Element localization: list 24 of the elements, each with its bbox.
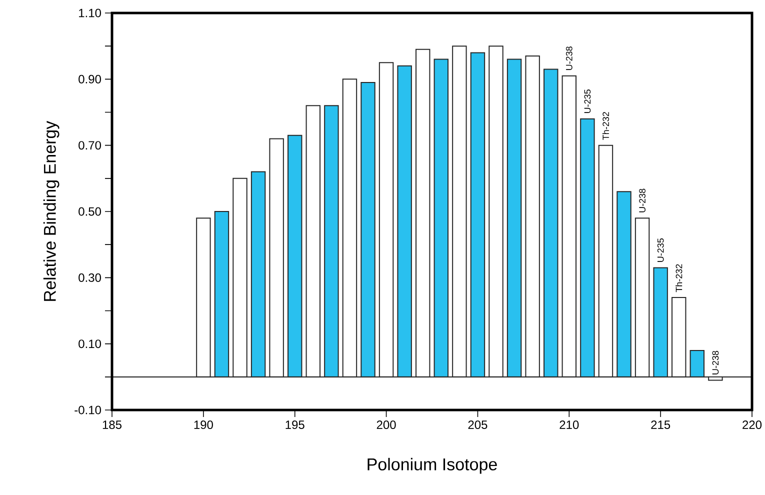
y-tick-label: 0.50 [78, 207, 101, 216]
x-axis-title: Polonium Isotope [368, 458, 497, 474]
annotation: U-238 [712, 350, 719, 374]
x-tick-label: 195 [286, 420, 304, 430]
y-tick-label: 0.70 [78, 141, 101, 150]
y-tick-label: 0.30 [78, 273, 101, 282]
annotation: U-235 [657, 238, 664, 262]
annotation: U-238 [566, 46, 572, 70]
annotation: Th-232 [676, 264, 682, 292]
y-tick-label: -0.10 [74, 406, 101, 414]
x-tick-label: 185 [102, 420, 122, 430]
x-tick-label: 215 [651, 420, 670, 430]
annotation: U-235 [584, 90, 591, 113]
y-axis-title: Relative Binding Energy [43, 120, 60, 301]
x-tick-label: 210 [560, 420, 579, 430]
x-tick-label: 220 [742, 420, 762, 430]
y-tick-label: 0.10 [78, 340, 101, 348]
x-tick-label: 200 [376, 420, 396, 430]
x-tick-label: 190 [194, 420, 213, 430]
annotation: U-238 [639, 188, 646, 212]
y-tick-label: 1.10 [79, 8, 101, 18]
x-tick-label: 205 [468, 420, 488, 430]
annotation: Th-232 [602, 112, 610, 140]
y-tick-label: 0.90 [78, 74, 101, 84]
